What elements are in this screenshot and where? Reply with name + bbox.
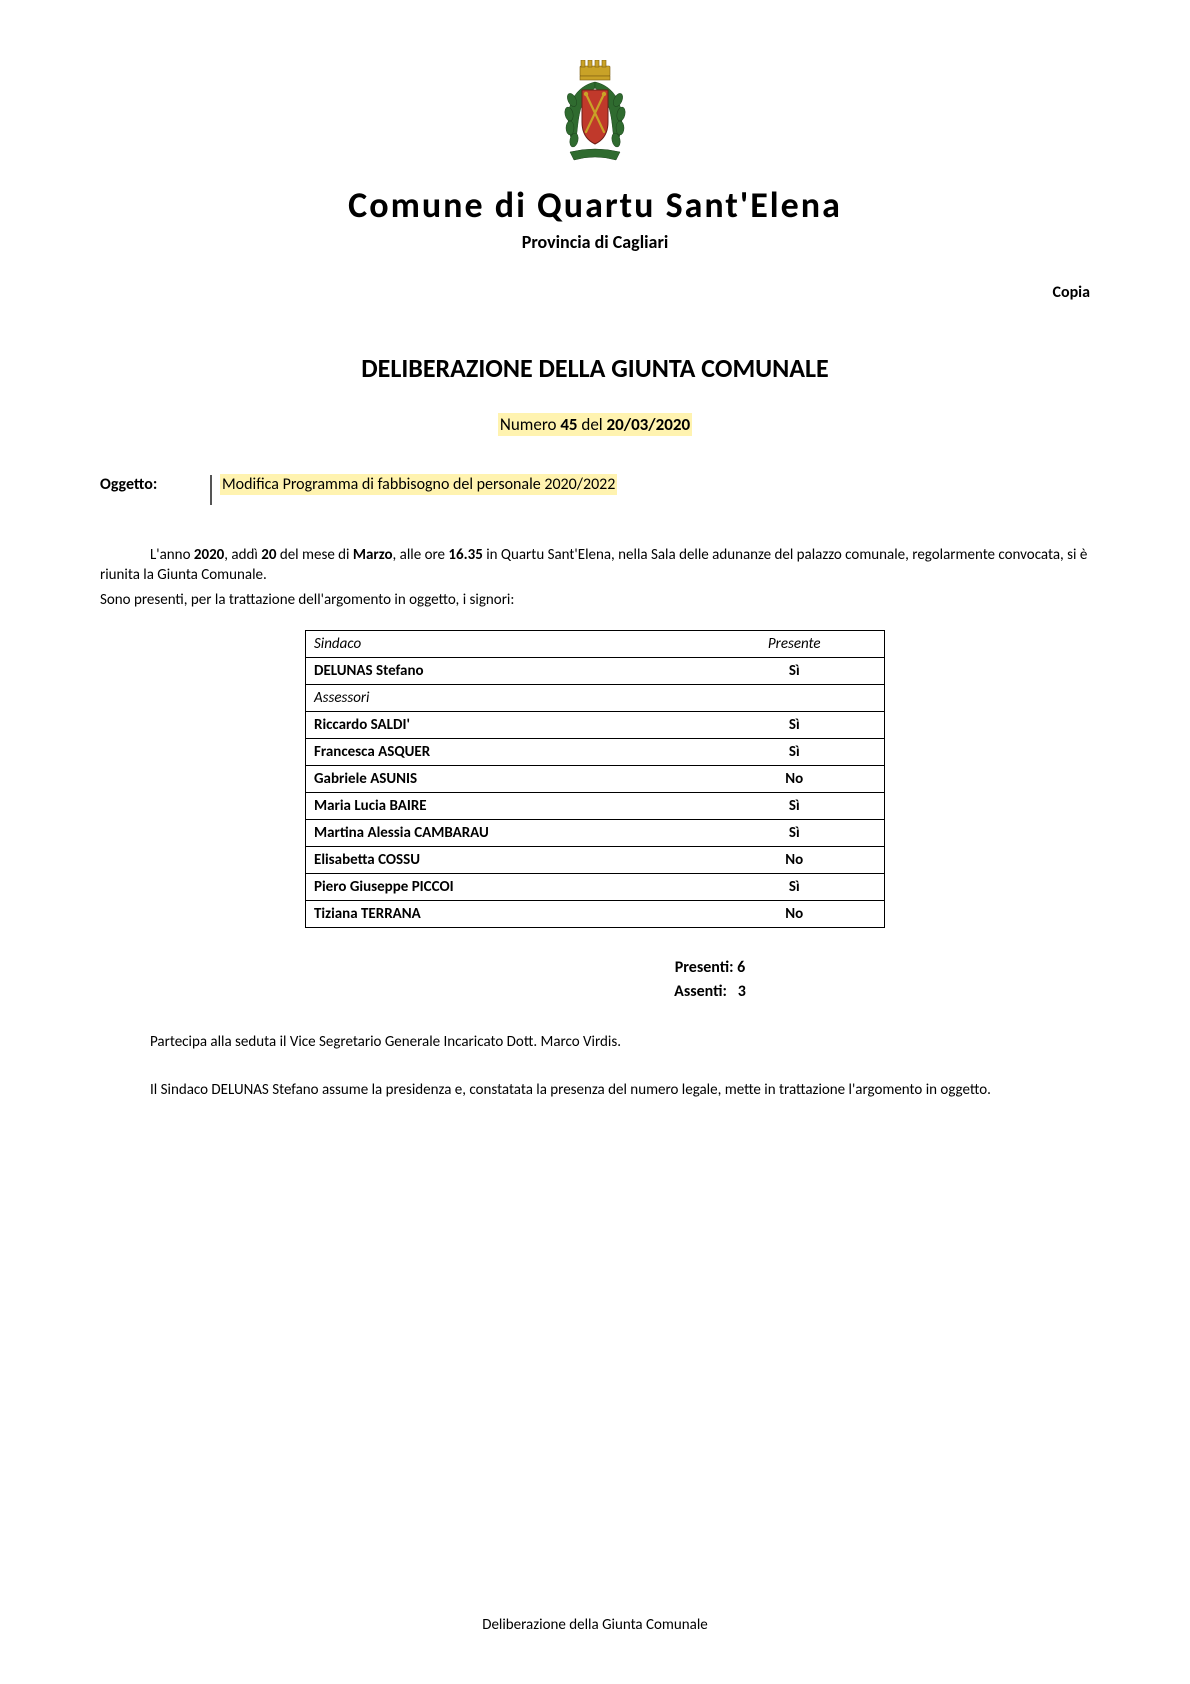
assessor-presence: Sì bbox=[705, 873, 885, 900]
assessor-presence: Sì bbox=[705, 819, 885, 846]
table-row: Piero Giuseppe PICCOI Sì bbox=[306, 873, 885, 900]
assessor-presence: Sì bbox=[705, 738, 885, 765]
intro-day: 20 bbox=[261, 546, 276, 564]
closing-text-1: Partecipa alla seduta il Vice Segretario… bbox=[150, 1033, 621, 1051]
intro-mid2: del mese di bbox=[276, 546, 352, 564]
crest-svg bbox=[550, 60, 640, 170]
assessor-presence: No bbox=[705, 900, 885, 927]
table-row: Maria Lucia BAIRE Sì bbox=[306, 792, 885, 819]
province-subtitle: Provincia di Cagliari bbox=[100, 231, 1090, 253]
table-row: Assessori bbox=[306, 684, 885, 711]
subject-text: Modifica Programma di fabbisogno del per… bbox=[220, 474, 617, 495]
table-row: Riccardo SALDI' Sì bbox=[306, 711, 885, 738]
closing-text-2: Il Sindaco DELUNAS Stefano assume la pre… bbox=[150, 1081, 991, 1099]
table-row: DELUNAS Stefano Sì bbox=[306, 657, 885, 684]
subject-label: Oggetto: bbox=[100, 475, 210, 494]
assessor-presence: Sì bbox=[705, 711, 885, 738]
assessor-presence: Sì bbox=[705, 792, 885, 819]
subject-row: Oggetto: Modifica Programma di fabbisogn… bbox=[100, 475, 1090, 505]
closing-paragraph-2: Il Sindaco DELUNAS Stefano assume la pre… bbox=[100, 1080, 1090, 1100]
attendance-counts: Presenti: 6 Assenti: 3 bbox=[100, 956, 1090, 1004]
intro-paragraph-2: Sono presenti, per la trattazione dell'a… bbox=[100, 590, 1090, 610]
municipal-crest bbox=[100, 60, 1090, 175]
municipality-title: Comune di Quartu Sant'Elena bbox=[100, 183, 1090, 227]
assessor-name: Gabriele ASUNIS bbox=[306, 765, 705, 792]
assessor-presence: No bbox=[705, 846, 885, 873]
assessor-name: Elisabetta COSSU bbox=[306, 846, 705, 873]
table-row: Sindaco Presente bbox=[306, 630, 885, 657]
deliberation-heading: DELIBERAZIONE DELLA GIUNTA COMUNALE bbox=[100, 352, 1090, 384]
deliberation-number: 45 bbox=[560, 414, 577, 435]
table-row: Francesca ASQUER Sì bbox=[306, 738, 885, 765]
intro-prefix: L'anno bbox=[150, 546, 194, 564]
present-value: 6 bbox=[737, 958, 745, 977]
deliberation-date: 20/03/2020 bbox=[607, 414, 691, 435]
intro-mid1: , addì bbox=[224, 546, 261, 564]
page-footer: Deliberazione della Giunta Comunale bbox=[0, 1616, 1190, 1634]
assessor-name: Tiziana TERRANA bbox=[306, 900, 705, 927]
intro-year: 2020 bbox=[194, 546, 224, 564]
assessor-presence: No bbox=[705, 765, 885, 792]
subject-divider bbox=[210, 475, 212, 505]
assessor-name: Piero Giuseppe PICCOI bbox=[306, 873, 705, 900]
assessors-role-header: Assessori bbox=[306, 684, 705, 711]
assessor-name: Maria Lucia BAIRE bbox=[306, 792, 705, 819]
intro-time: 16.35 bbox=[448, 546, 482, 564]
table-row: Gabriele ASUNIS No bbox=[306, 765, 885, 792]
assessor-name: Francesca ASQUER bbox=[306, 738, 705, 765]
attendance-table: Sindaco Presente DELUNAS Stefano Sì Asse… bbox=[305, 630, 885, 928]
table-row: Elisabetta COSSU No bbox=[306, 846, 885, 873]
presence-header: Presente bbox=[705, 630, 885, 657]
mayor-presence: Sì bbox=[705, 657, 885, 684]
closing-paragraph-1: Partecipa alla seduta il Vice Segretario… bbox=[100, 1032, 1090, 1052]
assessor-name: Martina Alessia CAMBARAU bbox=[306, 819, 705, 846]
table-row: Martina Alessia CAMBARAU Sì bbox=[306, 819, 885, 846]
assessor-name: Riccardo SALDI' bbox=[306, 711, 705, 738]
mayor-role-header: Sindaco bbox=[306, 630, 705, 657]
empty-cell bbox=[705, 684, 885, 711]
deliberation-number-line: Numero 45 del 20/03/2020 bbox=[100, 414, 1090, 435]
intro-month: Marzo bbox=[353, 546, 393, 564]
date-connector: del bbox=[578, 414, 607, 435]
intro-paragraph-1: L'anno 2020, addì 20 del mese di Marzo, … bbox=[100, 545, 1090, 586]
number-prefix: Numero bbox=[500, 414, 560, 435]
absent-label: Assenti: bbox=[674, 982, 738, 1001]
mayor-name: DELUNAS Stefano bbox=[306, 657, 705, 684]
copy-label: Copia bbox=[100, 283, 1090, 302]
intro-mid3: , alle ore bbox=[393, 546, 449, 564]
absent-value: 3 bbox=[738, 982, 746, 1001]
table-row: Tiziana TERRANA No bbox=[306, 900, 885, 927]
present-label: Presenti: bbox=[675, 958, 737, 977]
